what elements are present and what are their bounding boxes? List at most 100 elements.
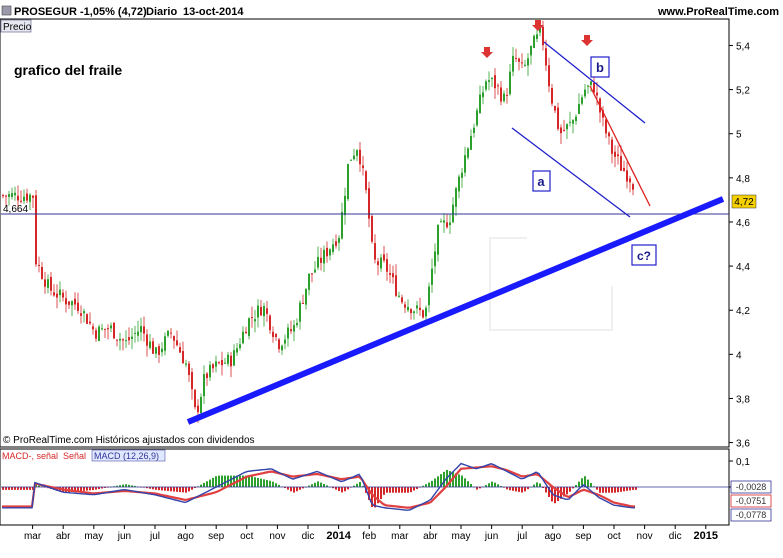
macd-legend-item: Señal xyxy=(63,451,86,461)
candle-body xyxy=(623,167,625,171)
candle-body xyxy=(35,195,37,265)
macd-hist-bar xyxy=(386,487,388,493)
macd-hist-bar xyxy=(101,487,103,489)
candle-body xyxy=(182,351,184,364)
candle-body xyxy=(140,326,142,333)
candle-body xyxy=(173,336,175,341)
macd-hist-bar xyxy=(443,471,445,487)
arrow-down-icon xyxy=(481,47,493,58)
candle-body xyxy=(377,261,379,266)
macd-hist-bar xyxy=(602,487,604,493)
macd-hist-bar xyxy=(257,477,259,487)
macd-hist-bar xyxy=(89,487,91,491)
candle-body xyxy=(545,48,547,66)
macd-hist-bar xyxy=(35,484,37,487)
macd-hist-bar xyxy=(194,487,196,489)
macd-hist-bar xyxy=(587,479,589,487)
candle-body xyxy=(95,330,97,339)
price-tab[interactable]: Precio xyxy=(0,19,32,33)
macd-hist-bar xyxy=(284,487,286,489)
candle-body xyxy=(152,341,154,354)
x-tick-label: ago xyxy=(177,531,194,542)
macd-hist-bar xyxy=(353,485,355,487)
candle-body xyxy=(203,374,205,397)
candle-body xyxy=(179,347,181,353)
x-tick-label: jul xyxy=(516,531,527,542)
candle-body xyxy=(554,105,556,111)
macd-hist-bar xyxy=(461,475,463,487)
macd-hist-bar xyxy=(245,475,247,487)
candle-body xyxy=(221,360,223,366)
macd-hist-bar xyxy=(488,483,490,487)
candle-body xyxy=(509,71,511,95)
candle-body xyxy=(563,129,565,131)
candle-body xyxy=(32,195,34,198)
candle-body xyxy=(470,135,472,150)
candle-body xyxy=(86,314,88,324)
svg-text:b: b xyxy=(596,60,604,75)
candle-body xyxy=(317,256,319,268)
macd-hist-bar xyxy=(485,484,487,487)
candle-body xyxy=(527,58,529,66)
candle-body xyxy=(134,332,136,334)
macd-hist-bar xyxy=(611,487,613,493)
wave-label-a: a xyxy=(532,170,551,192)
candle-body xyxy=(497,85,499,87)
macd-hist-bar xyxy=(524,487,526,492)
candle-body xyxy=(41,266,43,279)
x-tick-label: oct xyxy=(607,531,621,542)
candle-body xyxy=(320,257,322,263)
candle-body xyxy=(233,350,235,366)
x-tick-label: sep xyxy=(208,531,225,542)
candle-body xyxy=(44,279,46,287)
candle-body xyxy=(347,163,349,200)
candle-body xyxy=(464,155,466,173)
candle-body xyxy=(236,348,238,353)
candle-body xyxy=(59,289,61,296)
macd-hist-bar xyxy=(203,482,205,487)
candle-body xyxy=(212,364,214,369)
header-change: -1,05% (4,72) xyxy=(80,6,147,18)
macd-hist-bar xyxy=(20,487,22,490)
macd-hist-bar xyxy=(134,485,136,487)
macd-hist-bar xyxy=(512,487,514,491)
macd-hist-bar xyxy=(491,481,493,487)
macd-hist-bar xyxy=(425,484,427,487)
candle-body xyxy=(512,55,514,72)
candle-body xyxy=(260,306,262,316)
candle-body xyxy=(116,339,118,341)
candle-body xyxy=(476,110,478,126)
candle-body xyxy=(356,150,358,156)
x-tick-label: 2014 xyxy=(326,530,351,542)
candle-body xyxy=(380,257,382,269)
macd-hist-bar xyxy=(206,481,208,487)
macd-hist-bar xyxy=(92,487,94,491)
macd-hist-bar xyxy=(533,484,535,487)
candle-body xyxy=(461,172,463,178)
candle-body xyxy=(53,292,55,296)
macd-hist-bar xyxy=(158,487,160,491)
macd-hist-bar xyxy=(632,487,634,490)
macd-hist-bar xyxy=(95,487,97,490)
macd-hist-bar xyxy=(263,479,265,487)
candle-body xyxy=(281,345,283,351)
x-tick-label: nov xyxy=(637,531,653,542)
macd-value-badges: -0,0028 -0,0751 -0,0778 xyxy=(730,480,772,522)
macd-hist-bar xyxy=(176,487,178,492)
macd-hist-bar xyxy=(179,487,181,493)
macd-hist-bar xyxy=(359,481,361,487)
macd-hist-bar xyxy=(200,484,202,487)
price-panel-frame xyxy=(0,18,730,448)
macd-hist-bar xyxy=(173,487,175,492)
candle-body xyxy=(38,264,40,266)
candle-body xyxy=(530,45,532,56)
candle-body xyxy=(329,249,331,256)
candle-body xyxy=(458,176,460,192)
macd-hist-bar xyxy=(293,487,295,493)
svg-text:-0,0751: -0,0751 xyxy=(736,496,767,506)
candle-body xyxy=(77,302,79,311)
macd-hist-bar xyxy=(413,487,415,491)
macd-hist-bar xyxy=(437,476,439,487)
macd-hist-bar xyxy=(536,482,538,487)
